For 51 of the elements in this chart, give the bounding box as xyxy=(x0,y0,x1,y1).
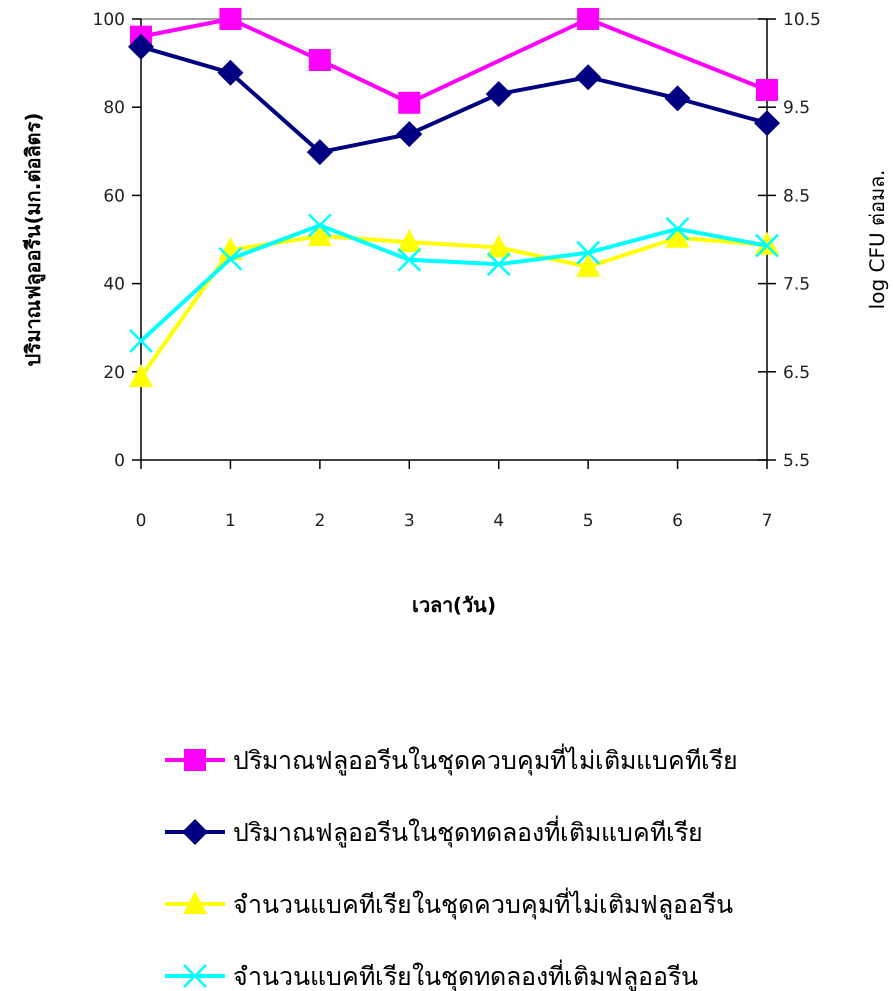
point xyxy=(128,328,154,354)
x-tick-label: 5 xyxy=(582,511,594,531)
y2-tick-label: 5.5 xyxy=(783,451,810,471)
point xyxy=(396,121,422,148)
y-tick-label: 60 xyxy=(103,186,125,206)
point xyxy=(486,252,511,276)
point xyxy=(308,222,332,246)
point xyxy=(129,364,153,388)
point xyxy=(575,64,602,90)
point xyxy=(217,60,244,86)
y2-tick-label: 8.5 xyxy=(783,186,810,206)
y2-axis-title: log CFU ต่อมล. xyxy=(865,170,889,310)
x-tick-label: 3 xyxy=(404,511,415,531)
point xyxy=(486,80,512,107)
x-tick-label: 1 xyxy=(225,511,236,531)
point xyxy=(576,254,600,277)
point xyxy=(398,92,420,114)
y-tick-label: 80 xyxy=(103,98,125,118)
point xyxy=(576,240,600,265)
y2-tick-label: 9.5 xyxy=(783,98,810,118)
x-axis-title: เวลา(วัน) xyxy=(412,593,496,617)
x-tick-label: 6 xyxy=(672,511,683,531)
y-axis-title: ปริมาณฟลูออรีน(มก.ต่อลิตร) xyxy=(21,112,47,366)
y-tick-label: 0 xyxy=(114,451,125,471)
y2-tick-label: 6.5 xyxy=(783,362,810,383)
point xyxy=(306,139,333,166)
x-tick-label: 2 xyxy=(314,511,326,531)
x-tick-label: 4 xyxy=(493,511,504,531)
point xyxy=(577,8,600,30)
point xyxy=(397,248,422,272)
point xyxy=(128,34,154,60)
point xyxy=(308,49,331,72)
legend-label: จำนวนแบคทีเรียในชุดควบคุมที่ไม่เติมฟลูออรีน xyxy=(233,887,733,920)
point xyxy=(756,79,778,101)
point xyxy=(486,234,511,258)
point xyxy=(308,213,332,238)
point xyxy=(218,246,243,272)
y-tick-label: 20 xyxy=(103,362,125,383)
legend-label: ปริมาณฟลูออรีนในชุดทดลองที่เติมแบคทีเรีย xyxy=(233,815,703,848)
point xyxy=(397,229,422,252)
y-tick-label: 40 xyxy=(103,274,125,295)
x-tick-label: 7 xyxy=(762,511,772,531)
point xyxy=(219,8,242,30)
y-tick-label: 100 xyxy=(92,10,125,30)
point xyxy=(664,85,691,112)
point xyxy=(665,216,690,242)
point xyxy=(754,110,780,136)
y2-tick-label: 10.5 xyxy=(783,10,821,30)
x-tick-label: 0 xyxy=(136,511,146,531)
legend-label: ปริมาณฟลูออรีนในชุดควบคุมที่ไม่เติมแบคทีเรีย xyxy=(233,743,738,776)
y2-tick-label: 7.5 xyxy=(783,274,810,295)
